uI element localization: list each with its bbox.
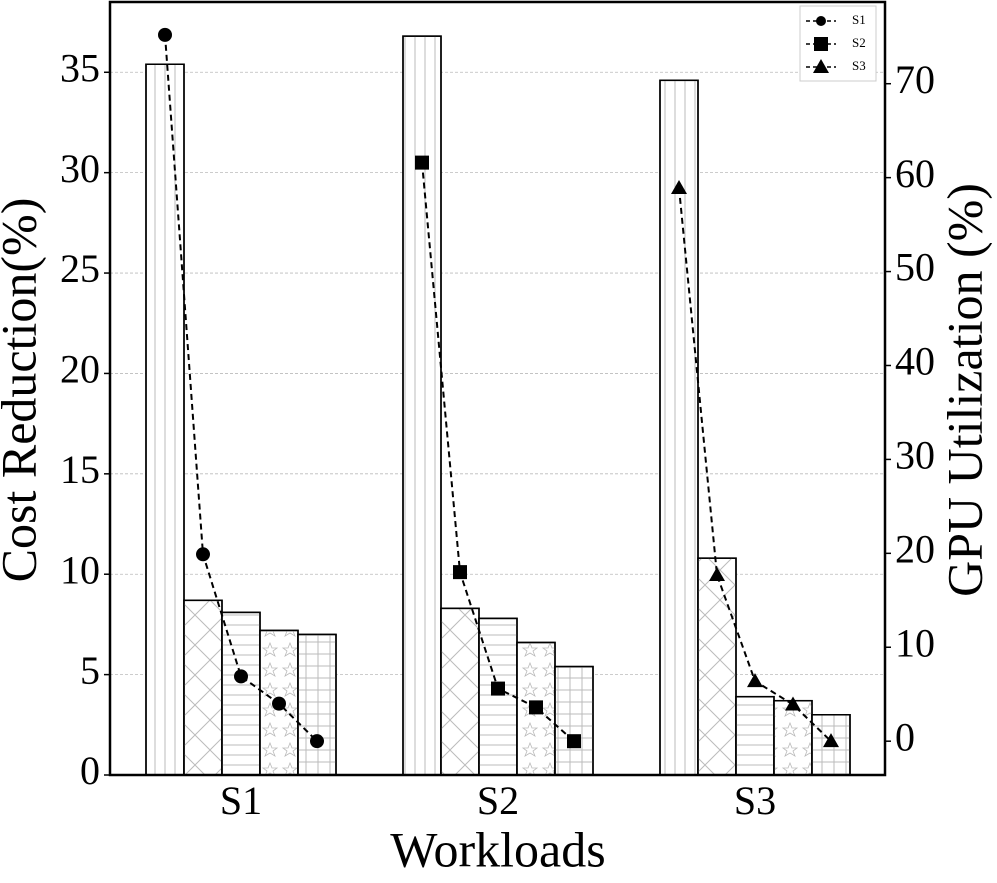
marker <box>310 734 324 749</box>
legend-label: S3 <box>852 58 866 73</box>
x-tick-label: S2 <box>477 778 519 823</box>
y-tick-label: 35 <box>60 45 100 90</box>
y-tick-label: 15 <box>60 447 100 492</box>
marker <box>491 681 505 696</box>
y2-tick-label: 70 <box>895 57 935 102</box>
marker <box>709 566 725 581</box>
marker <box>671 179 687 194</box>
y2-tick-label: 40 <box>895 339 935 384</box>
legend: S1 S2 S3 <box>799 5 877 82</box>
bar-hatch <box>659 79 699 776</box>
marker <box>196 547 210 562</box>
legend-label: S2 <box>852 35 866 50</box>
y-tick-label: 25 <box>60 246 100 291</box>
marker <box>158 27 172 42</box>
marker <box>453 565 467 580</box>
legend-marker <box>816 16 826 26</box>
plot-frame <box>108 0 887 777</box>
y-axis-label: Cost Reduction(%) <box>0 198 46 583</box>
bar-hatch <box>402 35 442 776</box>
y-tick-label: 5 <box>80 648 100 693</box>
marker <box>747 673 763 688</box>
marker <box>272 696 286 711</box>
bar-hatch <box>221 611 261 776</box>
legend-box <box>799 5 877 82</box>
bar-hatch <box>735 695 775 776</box>
y-tick-label: 0 <box>80 748 100 793</box>
bar-hatch <box>554 665 594 776</box>
marker <box>234 669 248 684</box>
x-tick-label: S3 <box>734 778 776 823</box>
y-tick-label: 30 <box>60 146 100 191</box>
y2-axis-label: GPU Utilization (%) <box>936 183 992 597</box>
bar-hatch <box>183 599 223 776</box>
bar-hatch <box>773 699 813 776</box>
x-tick-label: S1 <box>220 778 262 823</box>
y-tick-label: 10 <box>60 547 100 592</box>
marker <box>823 733 839 748</box>
y2-tick-label: 0 <box>895 714 915 759</box>
bar-hatch <box>145 63 185 776</box>
x-axis-label: Workloads <box>390 821 605 877</box>
marker <box>785 696 801 711</box>
legend-marker <box>814 37 828 51</box>
line <box>164 34 318 742</box>
bar-hatch <box>478 617 518 776</box>
legend-label: S1 <box>852 12 866 27</box>
bar-hatch <box>697 557 737 776</box>
bar-hatch <box>297 633 337 776</box>
y2-tick-label: 30 <box>895 433 935 478</box>
marker <box>529 700 543 715</box>
y2-tick-label: 50 <box>895 245 935 290</box>
bar-hatch <box>440 607 480 776</box>
y2-tick-label: 60 <box>895 151 935 196</box>
marker <box>567 734 581 749</box>
y2-tick-label: 10 <box>895 620 935 665</box>
y2-tick-label: 20 <box>895 527 935 572</box>
legend-marker <box>813 59 829 73</box>
marker <box>415 155 429 170</box>
y-tick-label: 20 <box>60 347 100 392</box>
